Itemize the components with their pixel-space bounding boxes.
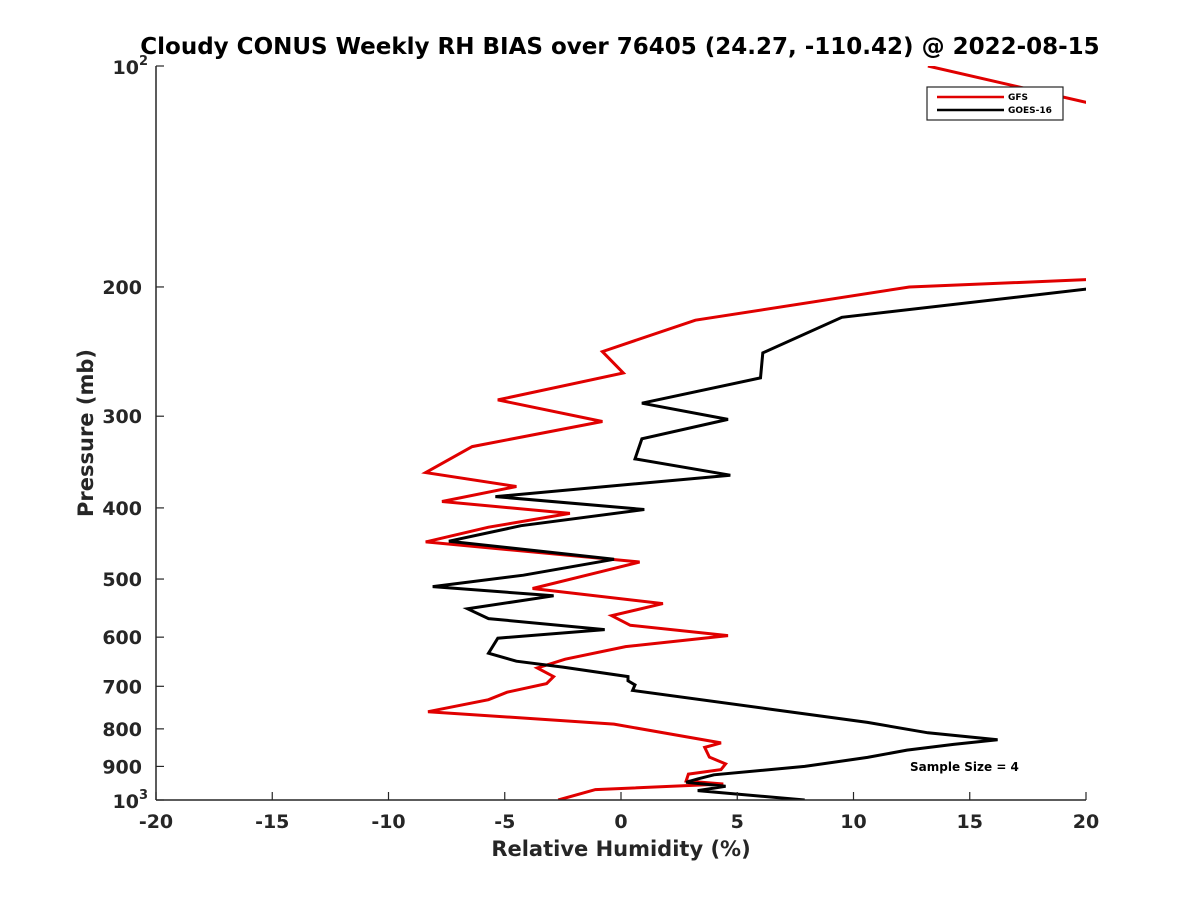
x-tick-label: 20 <box>1073 811 1099 833</box>
legend-label-goes16: GOES-16 <box>1008 106 1052 116</box>
y-tick-base: 10 <box>113 57 139 79</box>
x-tick-label: 0 <box>614 811 627 833</box>
x-tick-label: 5 <box>731 811 744 833</box>
x-tick-label: -15 <box>255 811 289 833</box>
y-tick-label: 103 <box>113 788 149 813</box>
x-tick-label: -20 <box>139 811 173 833</box>
legend: GFS GOES-16 <box>926 86 1064 121</box>
x-tick-label: -5 <box>494 811 515 833</box>
y-axis-label: Pressure (mb) <box>74 349 98 517</box>
series-line-gfs <box>421 66 1086 800</box>
y-tick-label: 600 <box>102 627 142 649</box>
y-tick-base: 10 <box>113 791 139 813</box>
y-tick-label: 300 <box>102 406 142 428</box>
legend-box <box>926 86 1064 121</box>
y-tick-label: 800 <box>102 719 142 741</box>
y-tick-label: 700 <box>102 676 142 698</box>
y-tick-label: 400 <box>102 498 142 520</box>
x-axis-label: Relative Humidity (%) <box>491 837 750 861</box>
x-tick-label: -10 <box>371 811 405 833</box>
y-tick-label: 500 <box>102 569 142 591</box>
y-tick-label: 102 <box>113 54 149 79</box>
y-tick-label: 200 <box>102 277 142 299</box>
series-line-goes-16 <box>432 287 1086 800</box>
x-tick-label: 15 <box>957 811 983 833</box>
series-layer <box>421 66 1086 800</box>
x-tick-label: 10 <box>840 811 866 833</box>
y-tick-exponent: 3 <box>139 788 148 803</box>
plot-area <box>155 66 1086 801</box>
x-axis-ticks: -20 -15 -10 -5 0 5 10 15 20 <box>139 792 1099 833</box>
y-tick-exponent: 2 <box>139 54 148 69</box>
legend-label-gfs: GFS <box>1008 93 1028 103</box>
y-tick-label: 900 <box>102 756 142 778</box>
chart-title: Cloudy CONUS Weekly RH BIAS over 76405 (… <box>140 34 1099 60</box>
sample-size-annotation: Sample Size = 4 <box>910 760 1019 774</box>
